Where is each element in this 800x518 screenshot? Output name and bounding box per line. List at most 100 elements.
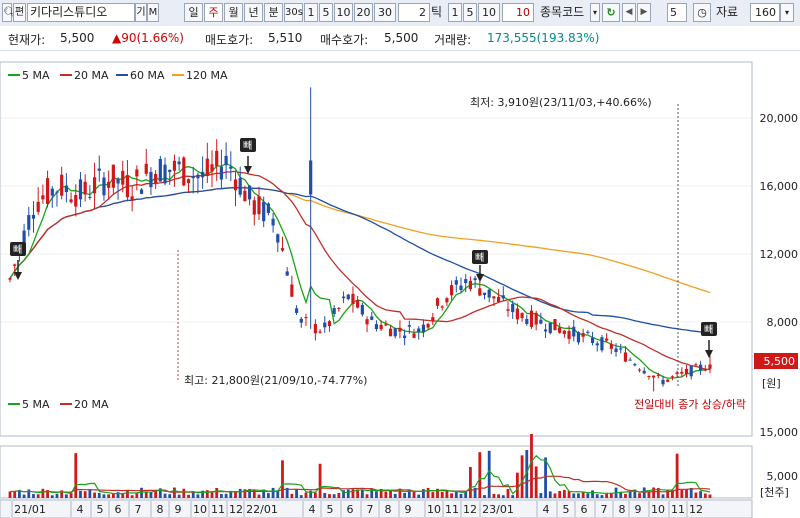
volume-bar <box>229 491 233 498</box>
candle-body <box>473 278 477 281</box>
volume-bar <box>205 490 209 498</box>
code-value-input[interactable]: 5 <box>667 3 687 22</box>
abbr-button-2[interactable]: 기 <box>135 3 147 22</box>
candle-body <box>464 279 468 284</box>
minute-30-button[interactable]: 30 <box>374 3 396 22</box>
dropdown-icon: ▾ <box>784 8 789 17</box>
candle-body <box>168 169 172 172</box>
bid-price: 5,500 <box>384 31 419 45</box>
refresh-button[interactable]: ↻ <box>602 3 620 22</box>
volume-bar <box>83 491 87 498</box>
data-count-dropdown[interactable]: ▾ <box>780 3 794 22</box>
period-month-button[interactable]: 월 <box>224 3 243 22</box>
candle-body <box>454 280 458 285</box>
volume-bar <box>266 493 270 498</box>
x-tick-label: 11 <box>445 503 459 516</box>
volume-bar <box>558 490 562 498</box>
tick-10-button[interactable]: 10 <box>478 3 500 22</box>
candle-body <box>88 196 92 198</box>
candle-body <box>74 194 78 207</box>
minute-1-button[interactable]: 1 <box>304 3 318 22</box>
candle-body <box>435 298 440 306</box>
volume-bar <box>473 487 477 498</box>
volume-bar <box>483 495 486 498</box>
volume-bar <box>93 492 96 498</box>
period-week-button[interactable]: 주 <box>204 3 223 22</box>
period-30s-button[interactable]: 30s <box>284 3 303 22</box>
candle-body <box>219 166 224 180</box>
volume-bar <box>647 491 651 498</box>
period-minute-button[interactable]: 분 <box>264 3 283 22</box>
volume-bar <box>126 490 129 498</box>
tick-count-input[interactable]: 2 <box>398 3 430 22</box>
clock-button[interactable]: ◷ <box>693 3 711 22</box>
candle-body <box>525 319 529 324</box>
minute-5-button[interactable]: 5 <box>319 3 333 22</box>
candle-body <box>515 308 519 320</box>
candle-body <box>661 379 665 385</box>
marker-3[interactable]: 빼 <box>472 250 488 282</box>
marker-label: 빼 <box>704 324 713 336</box>
abbr-button-1[interactable]: 편 <box>13 3 26 22</box>
volume-bar <box>299 495 303 498</box>
volume-bar <box>144 492 148 498</box>
code-dropdown-button[interactable]: ▾ <box>590 3 600 22</box>
abbr-button-3[interactable]: M <box>147 3 159 22</box>
tick-5-button[interactable]: 5 <box>463 3 477 22</box>
code-label: 종목코드 <box>540 5 585 19</box>
candle-body <box>374 324 379 330</box>
period-day-button[interactable]: 일 <box>184 3 203 22</box>
candle-body <box>529 310 534 327</box>
legend-5ma: 5 MA <box>22 69 50 82</box>
volume-bar <box>600 495 604 498</box>
candle-body <box>215 150 219 167</box>
candle-body <box>482 292 487 296</box>
minute-10-button[interactable]: 10 <box>334 3 353 22</box>
volume-bar <box>332 494 336 498</box>
marker-2[interactable]: 빼 <box>240 138 256 174</box>
volume-bar <box>79 490 82 498</box>
marker-4[interactable]: 빼 <box>701 322 717 358</box>
volume-bar <box>163 493 167 498</box>
next-button[interactable]: ▶ <box>637 3 651 22</box>
x-axis-bar <box>0 499 753 518</box>
volume-bar <box>581 492 585 498</box>
clock-icon: ◷ <box>697 6 707 19</box>
candle-body <box>205 158 209 176</box>
candle-body <box>318 331 322 333</box>
candle-body <box>440 306 444 308</box>
candle-body <box>407 325 411 327</box>
volume-ma-line-20 <box>9 475 711 493</box>
marker-label: 빼 <box>243 140 252 152</box>
volume-bar <box>567 490 571 498</box>
candle-body <box>191 176 195 179</box>
candle-body <box>130 196 134 201</box>
volume-bar <box>431 492 435 498</box>
candle-body <box>154 174 158 185</box>
volume-bar <box>642 487 646 498</box>
marker-1[interactable]: 빼 <box>10 242 26 280</box>
x-tick-label: 7 <box>135 503 142 516</box>
search-button[interactable]: 🔍︎ <box>2 3 17 22</box>
volume-bar <box>238 488 242 498</box>
period-year-button[interactable]: 년 <box>244 3 263 22</box>
price-panel <box>0 61 753 437</box>
volume-bar <box>553 493 557 498</box>
volume-bar <box>407 489 411 498</box>
prev-button[interactable]: ◀ <box>622 3 636 22</box>
volume-bar <box>501 495 505 498</box>
toolbar: 🔍︎ 편 키다리스튜디오 기 M 일 주 월 년 분 30s 1 5 10 20… <box>0 0 800 27</box>
candle-body <box>50 188 54 196</box>
candle-body <box>196 174 200 179</box>
candle-body <box>506 309 510 311</box>
candle-body <box>426 323 430 328</box>
stock-chart[interactable]: 5 MA 20 MA 60 MA 120 MA 최저: 3,910원(23/11… <box>0 50 800 518</box>
candle-body <box>468 280 473 290</box>
candle-body <box>379 324 383 330</box>
data-count-input[interactable]: 160 <box>750 3 780 22</box>
tick-red-input[interactable]: 10 <box>502 3 534 22</box>
tick-1-button[interactable]: 1 <box>448 3 462 22</box>
minute-20-button[interactable]: 20 <box>354 3 373 22</box>
candle-body <box>628 359 632 361</box>
stock-name-field[interactable]: 키다리스튜디오 <box>27 3 135 22</box>
